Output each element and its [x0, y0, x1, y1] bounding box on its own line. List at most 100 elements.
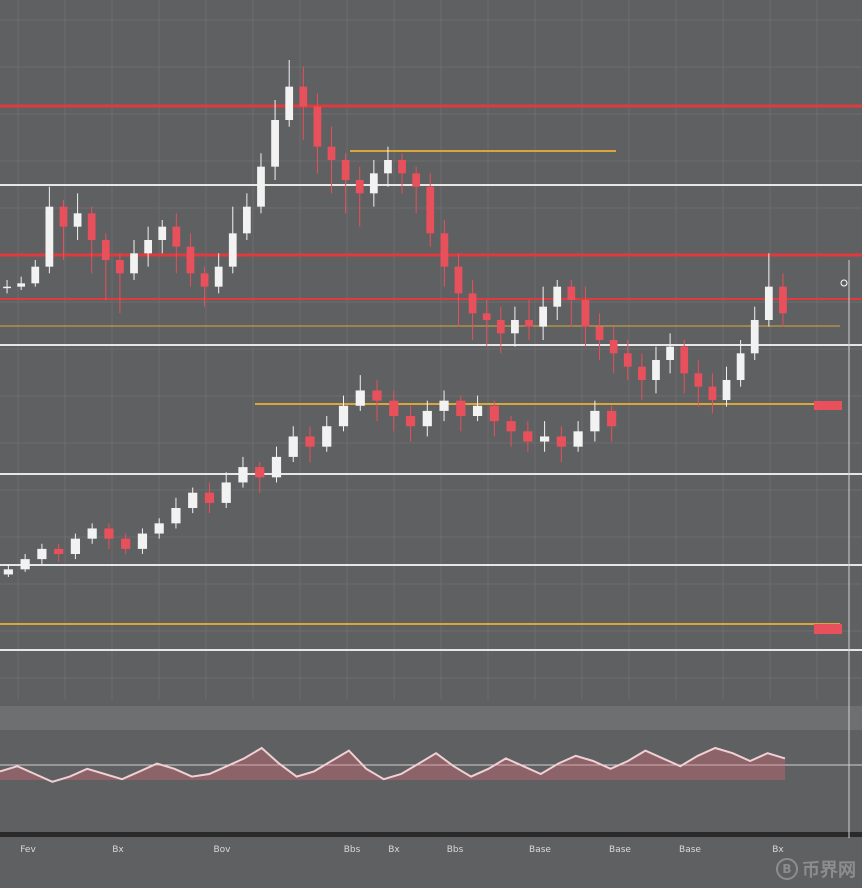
- x-tick-label: Base: [609, 845, 631, 855]
- candle-body: [73, 213, 82, 227]
- candle-body: [581, 300, 590, 327]
- candle-body: [489, 405, 499, 422]
- candle-body: [17, 283, 26, 287]
- candle-body: [472, 405, 483, 416]
- candle-body: [130, 253, 138, 274]
- candle-body: [3, 569, 13, 575]
- candle-body: [595, 326, 604, 340]
- candle-body: [338, 405, 349, 427]
- candle-body: [609, 340, 618, 354]
- candle-body: [299, 86, 308, 107]
- x-tick-label: Bx: [112, 845, 124, 855]
- candle-body: [511, 320, 519, 334]
- candle-body: [3, 286, 11, 289]
- candle-body: [454, 266, 463, 294]
- candle-body: [623, 353, 632, 367]
- watermark: B 币界网: [776, 856, 856, 882]
- candle-body: [764, 286, 773, 320]
- candle-body: [257, 166, 265, 207]
- candle-body: [116, 260, 124, 274]
- candle-body: [221, 482, 231, 503]
- candle-body: [369, 173, 378, 194]
- candle-body: [440, 233, 449, 267]
- candle-body: [482, 313, 491, 320]
- upper-candles: [3, 60, 787, 414]
- candle-body: [652, 360, 660, 380]
- lower-candles: [3, 375, 617, 577]
- candle-body: [637, 366, 646, 380]
- x-tick-label: Fev: [20, 845, 36, 855]
- candle-body: [322, 426, 332, 447]
- axis-bar: [0, 832, 862, 837]
- candle-body: [214, 266, 223, 287]
- x-tick-label: Bx: [772, 845, 784, 855]
- candle-body: [412, 173, 421, 187]
- candle-body: [144, 240, 153, 254]
- candle-body: [238, 467, 248, 483]
- candle-body: [104, 528, 114, 539]
- candle-body: [70, 538, 81, 554]
- price-tag-upper: [814, 401, 842, 410]
- candle-body: [355, 390, 365, 406]
- grid: [0, 0, 862, 700]
- candle-body: [45, 206, 54, 267]
- candle-body: [539, 306, 548, 327]
- candle-body: [341, 160, 350, 180]
- candle-body: [54, 548, 64, 554]
- candle-body: [573, 431, 583, 447]
- candle-body: [506, 421, 516, 432]
- candle-body: [59, 206, 68, 227]
- x-tick-label: Bx: [388, 845, 400, 855]
- candle-body: [736, 353, 745, 380]
- x-tick-label: Base: [529, 845, 551, 855]
- candle-body: [523, 431, 533, 442]
- candle-body: [426, 186, 435, 234]
- candle-body: [779, 286, 787, 314]
- candle-body: [285, 86, 294, 120]
- candle-body: [567, 286, 576, 300]
- candle-body: [305, 436, 315, 447]
- x-tick-label: Bbs: [447, 845, 464, 855]
- candle-body: [242, 206, 251, 234]
- candle-body: [680, 346, 689, 374]
- candle-body: [288, 436, 298, 457]
- candle-body: [20, 559, 30, 570]
- candle-body: [384, 160, 392, 174]
- candle-body: [204, 492, 215, 503]
- watermark-text: 币界网: [802, 860, 856, 881]
- candle-body: [87, 528, 97, 539]
- candle-body: [188, 492, 198, 508]
- candle-body: [398, 160, 406, 174]
- candle-body: [525, 320, 533, 327]
- candle-body: [694, 373, 703, 387]
- candle-body: [171, 508, 181, 524]
- candle-body: [468, 293, 477, 314]
- candle-body: [590, 410, 600, 432]
- candle-body: [405, 416, 416, 427]
- candle-body: [456, 400, 466, 416]
- candle-body: [439, 400, 449, 411]
- candle-body: [121, 538, 131, 549]
- x-axis: Fev Bx Bov Bbs Bx Bbs Base Base Base Bx: [20, 845, 784, 855]
- candle-body: [355, 180, 364, 194]
- price-tag-lower: [814, 624, 842, 634]
- candle-body: [607, 410, 617, 427]
- candle-body: [750, 320, 759, 354]
- oscillator-area: [0, 748, 785, 782]
- x-tick-label: Base: [679, 845, 701, 855]
- candle-body: [87, 213, 96, 240]
- candle-body: [666, 346, 674, 360]
- candle-body: [313, 106, 322, 147]
- candle-body: [255, 467, 265, 478]
- candle-body: [271, 120, 279, 167]
- candle-body: [708, 386, 717, 400]
- candle-body: [327, 146, 336, 160]
- candle-body: [389, 400, 399, 416]
- candle-body: [722, 380, 731, 400]
- candle-body: [539, 436, 550, 442]
- oscillator-line: [0, 746, 786, 783]
- candle-body: [553, 286, 562, 307]
- candle-body: [186, 246, 195, 274]
- candle-body: [228, 233, 237, 267]
